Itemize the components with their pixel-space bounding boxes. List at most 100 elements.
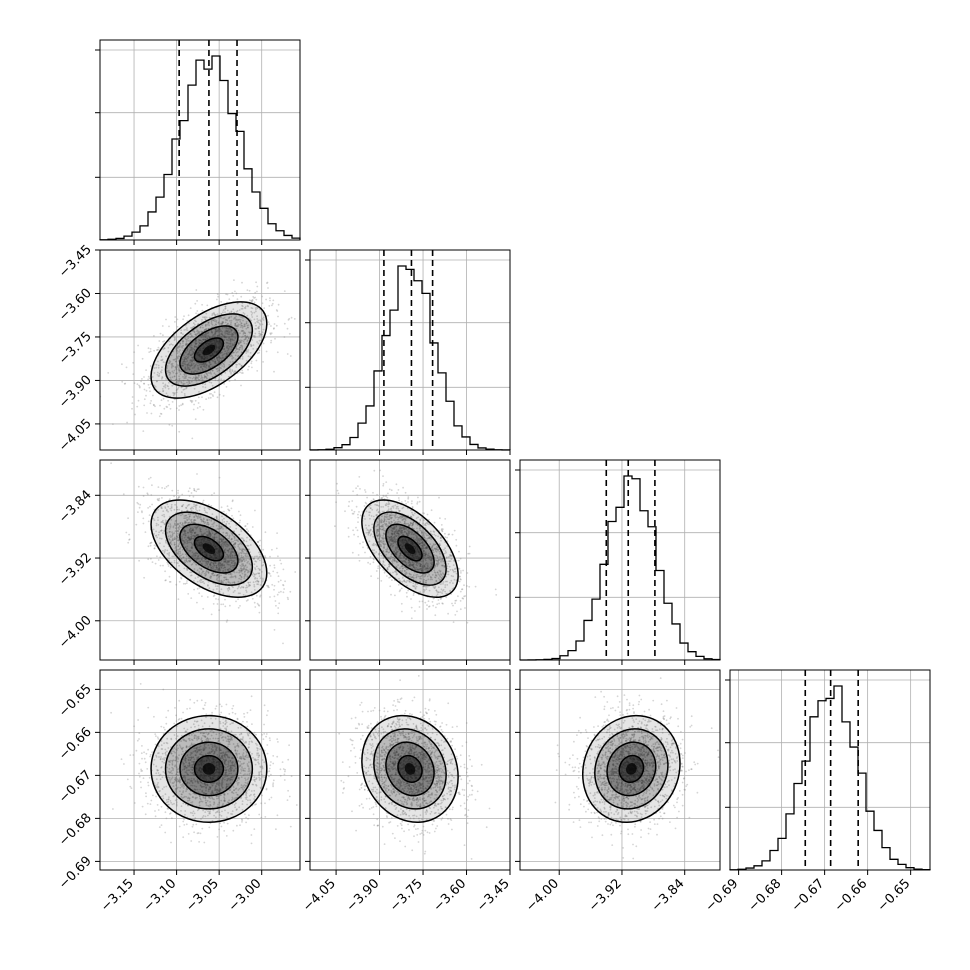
density-level-5: [202, 344, 216, 356]
sample-point: [228, 560, 231, 563]
sample-point: [245, 343, 248, 345]
sample-point: [195, 514, 198, 516]
sample-point: [168, 551, 171, 554]
sample-point: [187, 339, 190, 342]
sample-point: [462, 569, 464, 572]
sample-point: [217, 598, 220, 601]
sample-point: [185, 343, 188, 346]
sample-point: [207, 321, 210, 324]
sample-point: [199, 326, 202, 328]
sample-point: [214, 332, 217, 335]
sample-point: [229, 361, 232, 363]
sample-point: [181, 505, 184, 508]
sample-point: [239, 341, 242, 344]
sample-point: [228, 311, 231, 314]
sample-point: [222, 356, 224, 359]
sample-point: [214, 328, 217, 331]
sample-point: [201, 542, 204, 545]
sample-point: [181, 402, 184, 405]
sample-point: [177, 552, 180, 554]
sample-point: [258, 556, 261, 558]
sample-point: [192, 527, 194, 529]
sample-point: [205, 361, 207, 364]
sample-point: [259, 539, 261, 542]
sample-point: [184, 363, 187, 366]
sample-point: [220, 322, 223, 325]
sample-point: [258, 575, 261, 577]
sample-point: [213, 312, 215, 314]
sample-point: [217, 563, 220, 566]
sample-point: [188, 521, 191, 524]
sample-point: [181, 524, 183, 526]
sample-point: [428, 605, 431, 608]
sample-point: [156, 555, 158, 558]
sample-point: [199, 554, 202, 557]
sample-point: [189, 361, 192, 364]
sample-point: [199, 527, 201, 529]
sample-point: [238, 318, 241, 321]
sample-point: [198, 374, 201, 377]
sample-point: [175, 372, 178, 375]
sample-point: [237, 553, 240, 556]
sample-point: [398, 499, 400, 502]
sample-point: [240, 340, 242, 343]
sample-point: [176, 325, 179, 328]
sample-point: [194, 376, 197, 379]
sample-point: [494, 588, 497, 591]
sample-point: [228, 331, 231, 333]
sample-point: [185, 373, 188, 376]
sample-point: [224, 321, 227, 324]
contour-line-4: [193, 337, 225, 363]
sample-point: [137, 511, 139, 513]
sample-point: [441, 592, 444, 594]
sample-point: [242, 555, 245, 558]
sample-point: [190, 537, 193, 540]
sample-point: [347, 527, 350, 529]
sample-point: [201, 363, 204, 366]
sample-point: [201, 355, 204, 358]
sample-point: [267, 321, 270, 323]
sample-point: [194, 340, 197, 343]
sample-point: [239, 519, 242, 522]
sample-point: [152, 403, 155, 406]
sample-point: [176, 352, 179, 354]
sample-point: [187, 490, 190, 493]
sample-point: [371, 508, 374, 511]
sample-point: [231, 564, 234, 567]
sample-point: [231, 339, 234, 341]
sample-point: [159, 370, 162, 373]
sample-point: [241, 559, 244, 562]
sample-point: [250, 299, 253, 302]
sample-point: [178, 513, 180, 516]
sample-point: [289, 355, 292, 357]
sample-point: [207, 397, 210, 399]
sample-point: [143, 576, 146, 579]
sample-point: [453, 529, 456, 532]
sample-point: [165, 392, 168, 395]
sample-point: [161, 514, 164, 517]
sample-point: [242, 586, 245, 589]
sample-point: [239, 346, 241, 349]
sample-point: [222, 544, 225, 546]
sample-point: [218, 568, 220, 570]
sample-point: [186, 542, 189, 545]
sample-point: [165, 541, 167, 544]
sample-point: [169, 525, 172, 527]
sample-point: [218, 551, 220, 554]
sample-point: [148, 386, 151, 389]
sample-point: [224, 566, 226, 569]
sample-point: [190, 348, 192, 350]
sample-point: [386, 575, 388, 577]
sample-point: [239, 339, 242, 342]
sample-point: [246, 571, 249, 574]
sample-point: [214, 318, 216, 321]
sample-point: [214, 553, 217, 556]
sample-point: [153, 544, 156, 547]
sample-point: [218, 542, 221, 544]
sample-point: [192, 495, 195, 498]
sample-point: [401, 610, 403, 613]
sample-point: [182, 543, 185, 546]
sample-point: [178, 525, 181, 527]
sample-point: [402, 528, 405, 531]
sample-point: [241, 550, 243, 552]
